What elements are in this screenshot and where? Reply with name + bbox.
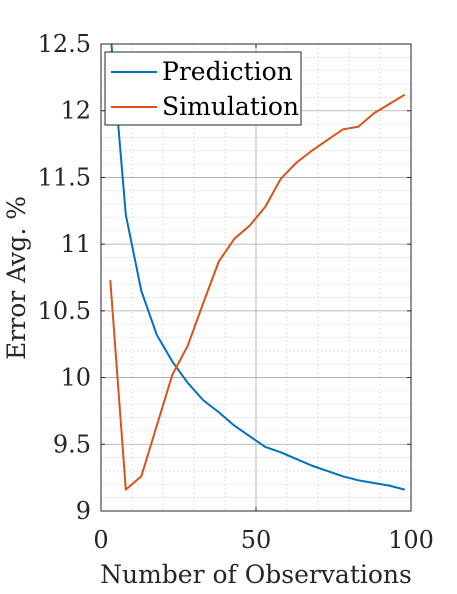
x-tick-labels: 0 50 100	[93, 526, 434, 554]
axis-ticks	[100, 43, 412, 512]
x-tick-label: 50	[241, 526, 272, 554]
series-layer	[109, 44, 406, 491]
y-tick-label: 12	[60, 97, 91, 125]
y-tick-label: 9.5	[53, 430, 91, 458]
series-line-prediction	[110, 44, 406, 491]
legend-label-simulation: Simulation	[162, 92, 299, 121]
y-axis-label: Error Avg. %	[2, 196, 31, 360]
legend: Prediction Simulation	[104, 51, 302, 126]
minor-grid	[101, 44, 411, 511]
y-tick-label: 11.5	[38, 163, 91, 191]
y-tick-label: 12.5	[38, 30, 91, 58]
y-tick-labels: 9 9.5 10 10.5 11 11.5 12 12.5	[38, 30, 91, 525]
y-tick-label: 9	[76, 497, 91, 525]
x-tick-label: 0	[93, 526, 108, 554]
series-line-simulation	[109, 93, 406, 491]
legend-label-prediction: Prediction	[162, 57, 293, 86]
y-tick-label: 10.5	[38, 297, 91, 325]
x-tick-label: 100	[388, 526, 434, 554]
y-tick-label: 10	[60, 364, 91, 392]
x-axis-label: Number of Observations	[100, 560, 412, 589]
legend-box	[104, 51, 302, 126]
y-tick-label: 11	[60, 230, 91, 258]
